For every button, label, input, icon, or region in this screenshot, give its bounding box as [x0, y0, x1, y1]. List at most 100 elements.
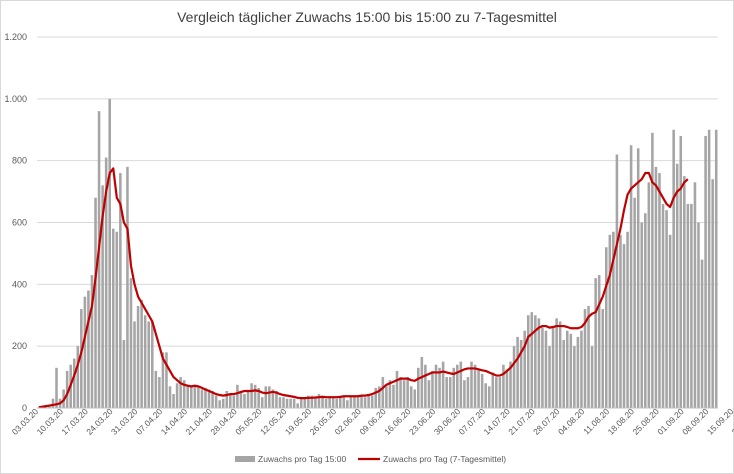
bar	[299, 398, 303, 408]
bar	[502, 364, 505, 408]
legend-label-bar: Zuwachs pro Tag 15:00	[258, 454, 346, 464]
bar	[573, 346, 576, 408]
bar	[473, 364, 477, 408]
bar	[456, 364, 459, 408]
bar	[72, 358, 76, 408]
bar	[303, 397, 307, 408]
bar	[640, 222, 644, 408]
bar	[285, 398, 289, 408]
bar	[126, 166, 129, 408]
bar	[562, 339, 565, 408]
bar	[165, 352, 168, 408]
bar	[551, 327, 555, 408]
bar	[452, 367, 456, 408]
bar	[65, 370, 69, 408]
bar	[392, 384, 395, 408]
bar	[186, 384, 190, 408]
bar	[225, 390, 229, 408]
bar	[505, 369, 509, 408]
bar	[622, 244, 626, 408]
bar	[360, 395, 363, 408]
bar	[335, 398, 338, 408]
bar	[275, 390, 278, 408]
y-tick-label: 200	[12, 341, 27, 351]
bar	[647, 182, 651, 408]
bar	[388, 380, 392, 408]
bar	[268, 386, 271, 408]
bar	[147, 321, 151, 408]
bar	[317, 394, 321, 408]
bar	[158, 377, 161, 408]
bar	[509, 361, 512, 408]
bar	[427, 380, 431, 408]
bar	[101, 185, 104, 408]
bar	[310, 395, 314, 408]
bar	[406, 377, 409, 408]
bar	[417, 367, 420, 408]
bar	[133, 321, 136, 408]
bar	[200, 389, 204, 408]
bar	[693, 182, 697, 408]
bar	[633, 197, 636, 408]
bar	[697, 222, 700, 408]
bar	[683, 176, 686, 408]
bar	[211, 390, 214, 408]
bar	[161, 352, 165, 408]
bar	[278, 397, 282, 408]
bar	[370, 395, 374, 408]
bar	[583, 309, 587, 408]
bar	[367, 394, 370, 408]
bar	[296, 403, 299, 408]
bar	[431, 370, 434, 408]
bar	[537, 318, 541, 408]
bar	[108, 98, 111, 408]
bar	[90, 275, 94, 408]
bar	[122, 339, 126, 408]
bar	[381, 377, 385, 408]
bar	[236, 384, 239, 408]
gridlines	[37, 36, 718, 347]
bar	[111, 228, 115, 408]
bar	[129, 278, 133, 408]
bar	[374, 387, 378, 408]
bar	[644, 213, 647, 408]
bar	[615, 154, 619, 408]
bar	[250, 383, 253, 408]
bar	[484, 383, 487, 408]
bar	[282, 397, 285, 408]
y-tick-label: 800	[12, 156, 27, 166]
bar	[459, 361, 463, 408]
y-tick-label: 400	[12, 279, 27, 289]
bar	[190, 386, 193, 408]
bar	[477, 369, 480, 408]
bar	[619, 234, 622, 408]
bar	[377, 386, 381, 408]
bar	[115, 231, 119, 408]
line-series	[38, 167, 689, 409]
y-tick-label: 1.000	[4, 94, 27, 104]
bar	[328, 397, 331, 408]
bar	[346, 400, 349, 408]
bar	[214, 395, 218, 408]
bar	[154, 370, 158, 408]
bar	[707, 129, 711, 408]
bar	[541, 327, 544, 408]
bar	[179, 377, 182, 408]
bar	[150, 321, 154, 408]
bar	[590, 346, 594, 408]
bar	[700, 259, 704, 408]
chart-title: Vergleich täglicher Zuwachs 15:00 bis 15…	[177, 9, 557, 25]
bar	[470, 361, 473, 408]
y-axis-ticks: 0 200 400 600 800 1.000 1.200	[4, 32, 27, 413]
bar	[314, 397, 317, 408]
bar	[331, 397, 335, 408]
bar	[402, 380, 406, 408]
bar	[324, 398, 328, 408]
bar	[321, 395, 324, 408]
bar	[612, 231, 615, 408]
bar	[143, 315, 147, 408]
bar	[168, 386, 172, 408]
bar	[307, 395, 310, 408]
bar	[544, 330, 548, 408]
bar	[495, 377, 498, 408]
